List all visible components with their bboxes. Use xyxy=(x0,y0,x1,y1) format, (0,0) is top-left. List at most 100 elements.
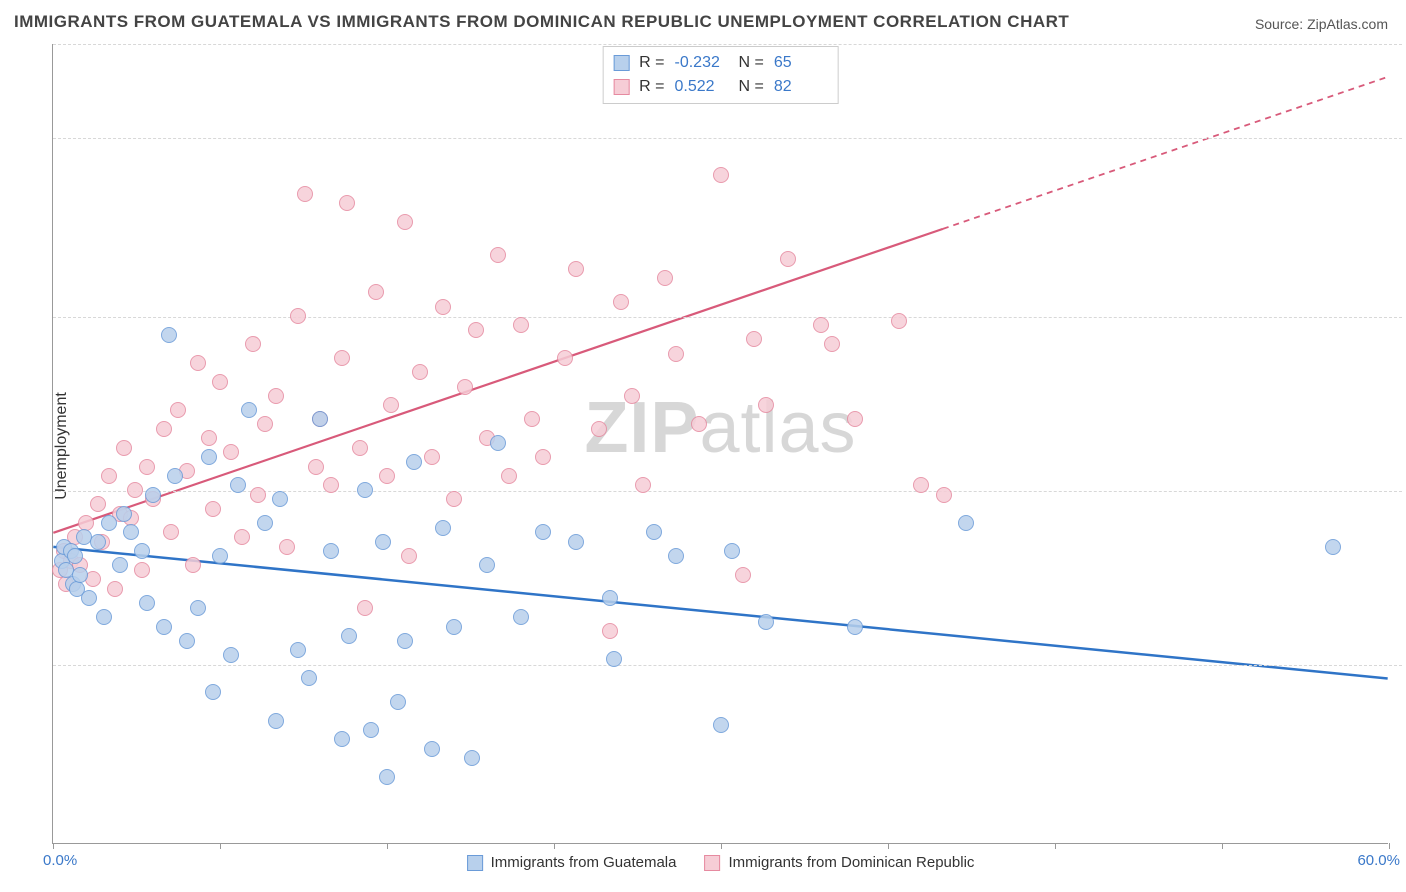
scatter-point-a xyxy=(156,619,172,635)
scatter-point-b xyxy=(936,487,952,503)
scatter-point-a xyxy=(758,614,774,630)
legend-label-b: Immigrants from Dominican Republic xyxy=(728,854,974,871)
scatter-point-a xyxy=(67,548,83,564)
scatter-point-a xyxy=(406,454,422,470)
scatter-point-b xyxy=(424,449,440,465)
scatter-point-a xyxy=(446,619,462,635)
scatter-point-b xyxy=(223,444,239,460)
scatter-point-b xyxy=(279,539,295,555)
scatter-point-a xyxy=(847,619,863,635)
scatter-point-b xyxy=(568,261,584,277)
scatter-point-b xyxy=(205,501,221,517)
scatter-point-b xyxy=(163,524,179,540)
scatter-point-a xyxy=(241,402,257,418)
scatter-point-a xyxy=(230,477,246,493)
scatter-point-b xyxy=(813,317,829,333)
scatter-point-a xyxy=(161,327,177,343)
scatter-point-a xyxy=(334,731,350,747)
scatter-point-a xyxy=(257,515,273,531)
scatter-point-b xyxy=(190,355,206,371)
scatter-point-a xyxy=(713,717,729,733)
scatter-point-b xyxy=(308,459,324,475)
x-tick xyxy=(1222,843,1223,849)
scatter-point-a xyxy=(201,449,217,465)
scatter-point-b xyxy=(339,195,355,211)
scatter-point-b xyxy=(379,468,395,484)
legend-swatch-a xyxy=(613,55,629,71)
scatter-point-b xyxy=(185,557,201,573)
scatter-point-a xyxy=(341,628,357,644)
scatter-point-b xyxy=(323,477,339,493)
scatter-point-a xyxy=(375,534,391,550)
scatter-point-a xyxy=(96,609,112,625)
scatter-point-b xyxy=(257,416,273,432)
scatter-point-b xyxy=(591,421,607,437)
scatter-point-b xyxy=(250,487,266,503)
scatter-point-b xyxy=(107,581,123,597)
scatter-point-a xyxy=(357,482,373,498)
scatter-point-a xyxy=(606,651,622,667)
scatter-point-a xyxy=(139,595,155,611)
scatter-point-b xyxy=(412,364,428,380)
scatter-point-b xyxy=(635,477,651,493)
gridline-h xyxy=(53,138,1402,139)
scatter-point-b xyxy=(780,251,796,267)
scatter-point-a xyxy=(205,684,221,700)
scatter-point-b xyxy=(90,496,106,512)
scatter-point-a xyxy=(268,713,284,729)
x-axis-max-label: 60.0% xyxy=(1357,852,1400,869)
scatter-point-a xyxy=(397,633,413,649)
legend-swatch-b xyxy=(704,855,720,871)
scatter-point-a xyxy=(646,524,662,540)
scatter-point-a xyxy=(568,534,584,550)
legend-item-b: Immigrants from Dominican Republic xyxy=(704,854,974,871)
plot-area: ZIPatlas R = -0.232 N = 65 R = 0.522 N =… xyxy=(52,44,1388,844)
x-tick xyxy=(1389,843,1390,849)
scatter-point-a xyxy=(602,590,618,606)
scatter-point-b xyxy=(116,440,132,456)
scatter-point-b xyxy=(268,388,284,404)
x-tick xyxy=(721,843,722,849)
scatter-point-b xyxy=(624,388,640,404)
gridline-h xyxy=(53,317,1402,318)
scatter-point-b xyxy=(468,322,484,338)
scatter-point-b xyxy=(457,379,473,395)
series-legend: Immigrants from Guatemala Immigrants fro… xyxy=(467,854,975,871)
scatter-point-b xyxy=(657,270,673,286)
scatter-point-b xyxy=(401,548,417,564)
scatter-point-a xyxy=(435,520,451,536)
scatter-point-a xyxy=(145,487,161,503)
scatter-point-a xyxy=(112,557,128,573)
x-tick xyxy=(53,843,54,849)
scatter-point-a xyxy=(101,515,117,531)
scatter-point-a xyxy=(190,600,206,616)
legend-n-label: N = xyxy=(739,75,764,99)
scatter-point-b xyxy=(170,402,186,418)
scatter-point-b xyxy=(490,247,506,263)
legend-label-a: Immigrants from Guatemala xyxy=(491,854,677,871)
scatter-point-b xyxy=(352,440,368,456)
legend-row-b: R = 0.522 N = 82 xyxy=(613,75,828,99)
legend-r-value-b: 0.522 xyxy=(675,75,729,99)
scatter-point-b xyxy=(357,600,373,616)
scatter-point-b xyxy=(245,336,261,352)
scatter-point-b xyxy=(134,562,150,578)
scatter-point-a xyxy=(272,491,288,507)
scatter-point-a xyxy=(72,567,88,583)
scatter-point-b xyxy=(290,308,306,324)
scatter-point-b xyxy=(668,346,684,362)
scatter-point-a xyxy=(1325,539,1341,555)
scatter-point-a xyxy=(668,548,684,564)
scatter-point-a xyxy=(301,670,317,686)
scatter-point-a xyxy=(424,741,440,757)
scatter-point-b xyxy=(735,567,751,583)
scatter-point-b xyxy=(613,294,629,310)
scatter-point-b xyxy=(201,430,217,446)
scatter-point-b xyxy=(334,350,350,366)
scatter-point-b xyxy=(435,299,451,315)
scatter-point-a xyxy=(464,750,480,766)
scatter-point-a xyxy=(81,590,97,606)
scatter-point-b xyxy=(127,482,143,498)
scatter-point-a xyxy=(116,506,132,522)
x-tick xyxy=(220,843,221,849)
